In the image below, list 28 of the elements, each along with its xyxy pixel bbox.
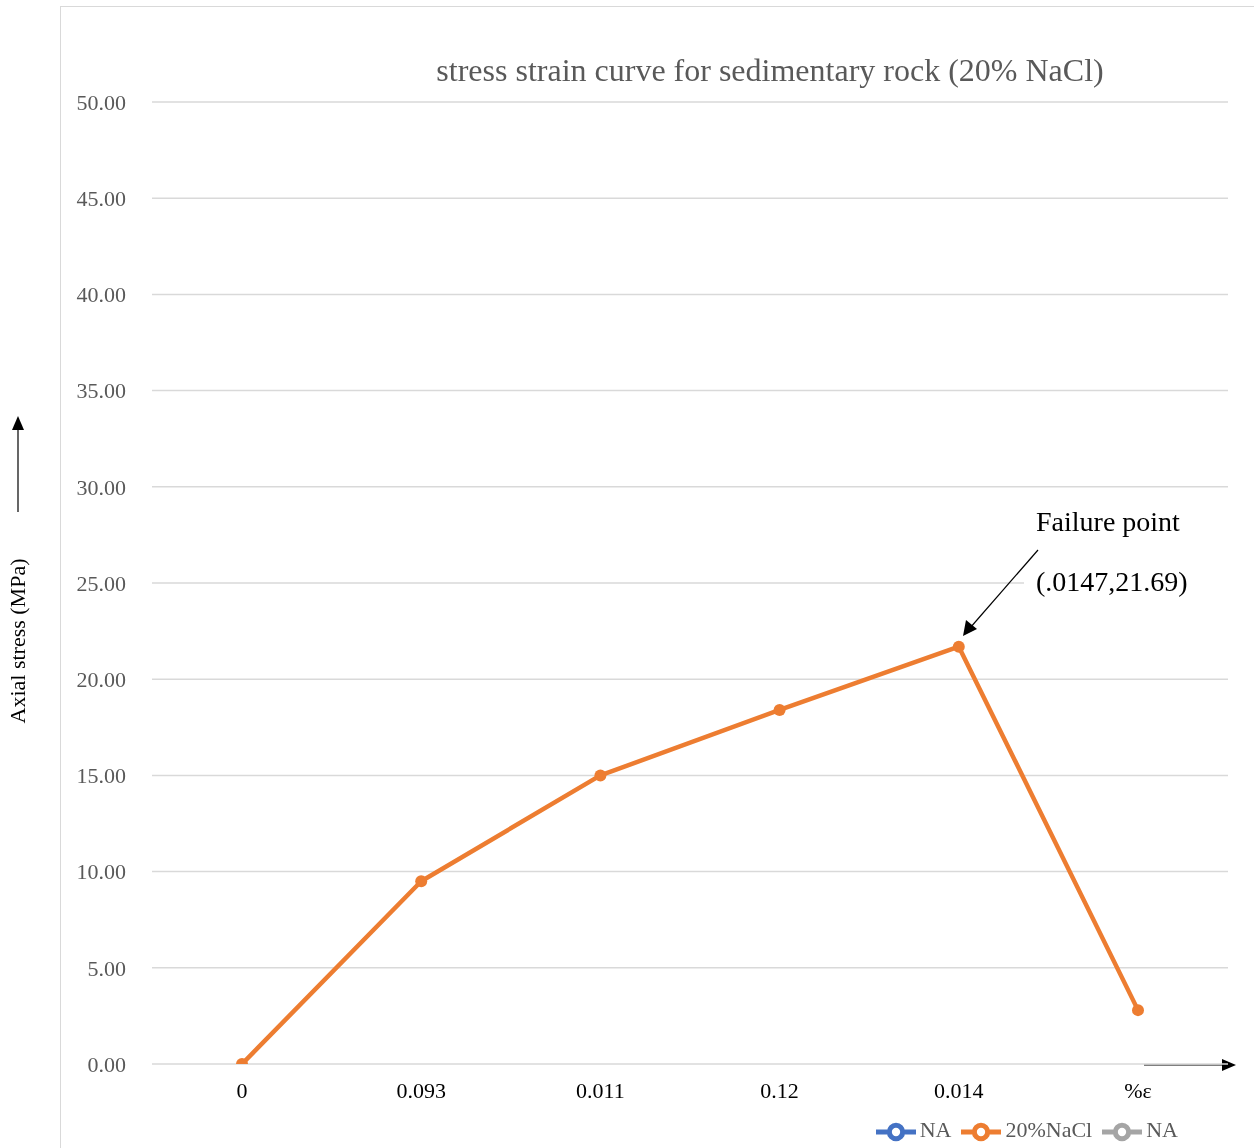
- legend-label: 20%NaCl: [1005, 1117, 1093, 1143]
- x-tick-label: 0.014: [934, 1077, 984, 1103]
- y-tick-label: 0.00: [87, 1051, 126, 1077]
- x-tick-label: 0: [236, 1077, 248, 1103]
- legend-label: NA: [919, 1117, 952, 1143]
- point: [415, 875, 428, 888]
- x-tick-label: 0.093: [396, 1077, 446, 1103]
- y-axis-title: Axial stress (MPa): [5, 557, 31, 726]
- y-tick-label: 40.00: [76, 282, 126, 308]
- y-tick-label: 30.00: [76, 474, 126, 500]
- x-tick-label: 0.12: [760, 1077, 799, 1103]
- y-tick-label: 15.00: [76, 763, 126, 789]
- y-tick-label: 5.00: [87, 955, 126, 981]
- x-tick-label: 0.011: [576, 1077, 625, 1103]
- y-tick-label: 45.00: [76, 186, 126, 212]
- annotation: Failure point (.0147,21.69): [1024, 492, 1234, 612]
- x-tick-label: %ε: [1124, 1077, 1152, 1103]
- y-tick-label: 20.00: [76, 667, 126, 693]
- point: [594, 769, 607, 782]
- y-tick-label: 50.00: [76, 89, 126, 115]
- point: [952, 640, 965, 653]
- y-tick-label: 25.00: [76, 570, 126, 596]
- y-tick-label: 35.00: [76, 378, 126, 404]
- legend-label: NA: [1146, 1117, 1178, 1143]
- y-tick-label: 10.00: [76, 859, 126, 885]
- point: [1132, 1004, 1144, 1017]
- chart-title: stress strain curve for sedimentary rock (20% NaCl): [435, 52, 1105, 89]
- point: [773, 703, 786, 716]
